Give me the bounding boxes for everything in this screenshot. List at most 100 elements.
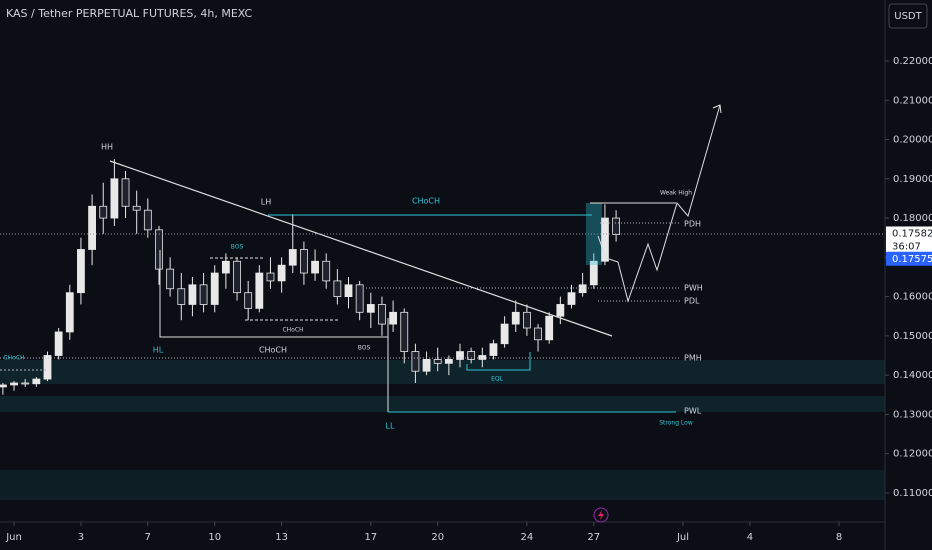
candle-body <box>21 382 30 385</box>
x-tick-label: 4 <box>747 532 753 543</box>
candle-body <box>221 260 230 274</box>
candle-body <box>578 284 587 294</box>
candle-body <box>210 272 219 305</box>
candle-body <box>143 209 152 231</box>
plot <box>0 159 620 395</box>
eql-line <box>466 352 531 371</box>
candle-body <box>467 351 476 360</box>
candle-body <box>233 260 241 294</box>
y-tick-label: 0.22000 <box>893 56 932 67</box>
annotation: LL <box>386 422 395 431</box>
y-tick-label: 0.20000 <box>893 135 932 146</box>
currency-button[interactable] <box>888 3 928 29</box>
countdown-label: 36:07 <box>892 241 921 252</box>
zone <box>0 470 885 500</box>
candle-body <box>556 304 565 317</box>
candle-body <box>411 351 420 372</box>
annotation: PWL <box>684 407 702 416</box>
drawings <box>0 104 885 413</box>
candle-body <box>589 260 598 286</box>
candle-body <box>177 288 186 305</box>
candle-body <box>255 272 264 309</box>
x-tick-label: 3 <box>78 532 84 543</box>
bid-box <box>886 251 932 266</box>
candle-body <box>601 217 609 262</box>
candle-body <box>522 311 531 329</box>
candle-body <box>10 382 18 386</box>
y-tick-label: 0.12000 <box>893 449 932 460</box>
last-price-label: 0.17582 <box>892 228 932 239</box>
candle-body <box>355 284 364 313</box>
arrow-head <box>712 104 722 114</box>
candle-body <box>99 205 108 219</box>
x-tick-label: Jun <box>5 532 22 543</box>
y-tick-label: 0.21000 <box>893 95 932 106</box>
zone <box>0 396 885 412</box>
y-tick-label: 0.19000 <box>893 174 932 185</box>
annotation: PDL <box>684 297 700 306</box>
candle-body <box>333 280 342 297</box>
annotation: Strong Low <box>659 420 693 427</box>
candle-body <box>110 178 119 219</box>
candle-body <box>567 292 576 305</box>
candle-body <box>288 249 297 266</box>
zones <box>0 360 885 500</box>
annotation: CHoCH <box>3 355 24 362</box>
x-tick-label: 8 <box>836 532 842 543</box>
y-tick-label: 0.14000 <box>893 370 932 381</box>
bid-label: 0.17575 <box>892 254 932 265</box>
annotation: Weak High <box>660 190 692 197</box>
annotation: LH <box>261 198 271 207</box>
candle-body <box>433 359 442 364</box>
candle-body <box>277 264 286 282</box>
x-tick-label: 17 <box>364 532 377 543</box>
annotation: CHoCH <box>412 197 440 206</box>
annotation: HL <box>153 346 164 355</box>
candle-body <box>322 260 331 282</box>
price-axis: 0.11000 0.12000 0.13000 0.14000 0.15000 0.160… <box>5 56 932 543</box>
y-tick-label: 0.11000 <box>893 488 932 499</box>
candle-body <box>534 327 542 341</box>
candle-body <box>422 359 431 372</box>
candle-body <box>65 292 74 333</box>
candle-body <box>389 311 398 325</box>
candle-body <box>478 355 487 360</box>
zone <box>0 360 885 384</box>
annotation: BOS <box>231 244 244 251</box>
y-tick-label: 0.16000 <box>893 292 932 303</box>
candle-body <box>444 359 453 364</box>
annotation: HH <box>101 143 113 152</box>
candle-body <box>199 284 208 305</box>
candle-body <box>378 304 386 325</box>
projection <box>597 104 721 303</box>
chart-title: KAS / Tether PERPETUAL FUTURES, 4h, MEXC <box>6 7 253 20</box>
x-tick-label: 7 <box>145 532 151 543</box>
y-tick-label: 0.13000 <box>893 409 932 420</box>
candle-body <box>121 178 130 207</box>
event-icon[interactable] <box>593 507 609 523</box>
candle-body <box>32 378 41 385</box>
annotation: CHoCH <box>259 346 287 355</box>
candle-body <box>166 268 175 290</box>
candle-body <box>489 343 498 356</box>
annotation: CHoCH <box>282 327 303 334</box>
candle-body <box>500 323 509 345</box>
candle-body <box>612 217 620 235</box>
x-tick-label: 10 <box>208 532 221 543</box>
candle-body <box>511 311 520 325</box>
candle-body <box>300 249 308 274</box>
annotation: PMH <box>684 354 702 363</box>
candle-body <box>400 311 409 352</box>
candle-body <box>0 384 7 388</box>
x-tick-label: Jul <box>676 532 689 543</box>
candle-body <box>77 249 85 294</box>
hl-line <box>159 250 388 338</box>
candle-body <box>188 284 197 305</box>
event-icon-bolt <box>598 510 604 520</box>
currency-label: USDT <box>894 11 922 22</box>
y-tick-label: 0.15000 <box>893 331 932 342</box>
annotations: HH LH CHoCH BOS HL CHoCH CHoCH BOS LL EQ… <box>3 143 702 431</box>
annotation: EQL <box>491 376 504 383</box>
candle-body <box>456 351 464 360</box>
candle-body <box>155 229 163 270</box>
